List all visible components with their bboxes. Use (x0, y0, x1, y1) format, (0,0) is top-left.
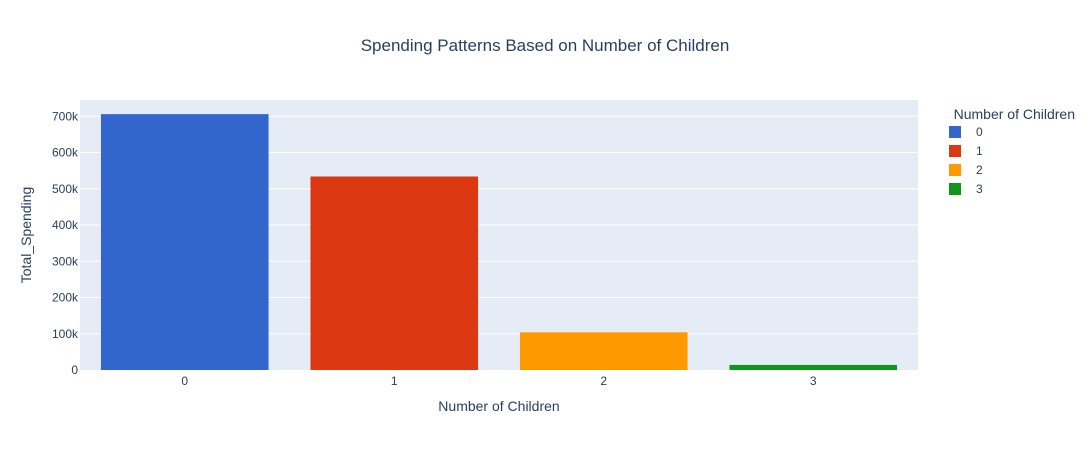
bar (519, 332, 688, 370)
x-tick-label: 1 (391, 374, 398, 388)
y-tick-label: 400k (52, 218, 79, 232)
bar (100, 114, 269, 370)
legend-title: Number of Children (954, 106, 1075, 122)
y-tick-label: 600k (52, 146, 79, 160)
legend: Number of Children 0 1 2 3 (949, 106, 1075, 196)
legend-item-label: 2 (976, 163, 983, 177)
y-tick-label: 100k (52, 327, 79, 341)
y-axis-label: Total_Spending (18, 187, 34, 284)
x-axis-ticks: 0 1 2 3 (181, 374, 817, 388)
bars (100, 114, 898, 370)
y-tick-label: 0 (71, 363, 78, 377)
y-axis-ticks: 0 100k 200k 300k 400k 500k 600k 700k (52, 109, 79, 377)
bar (729, 364, 898, 370)
x-tick-label: 2 (600, 374, 607, 388)
y-tick-label: 200k (52, 291, 79, 305)
chart-title: Spending Patterns Based on Number of Chi… (361, 36, 730, 55)
y-tick-label: 300k (52, 254, 79, 268)
legend-swatch (949, 126, 961, 138)
y-tick-label: 700k (52, 109, 79, 123)
legend-item-label: 3 (976, 182, 983, 196)
legend-swatch (949, 183, 961, 195)
y-tick-label: 500k (52, 182, 79, 196)
x-tick-label: 0 (181, 374, 188, 388)
bar (310, 176, 479, 370)
legend-item-label: 0 (976, 125, 983, 139)
x-tick-label: 3 (810, 374, 817, 388)
legend-swatch (949, 145, 961, 157)
legend-swatch (949, 164, 961, 176)
x-axis-label: Number of Children (438, 398, 559, 414)
legend-item-label: 1 (976, 144, 983, 158)
